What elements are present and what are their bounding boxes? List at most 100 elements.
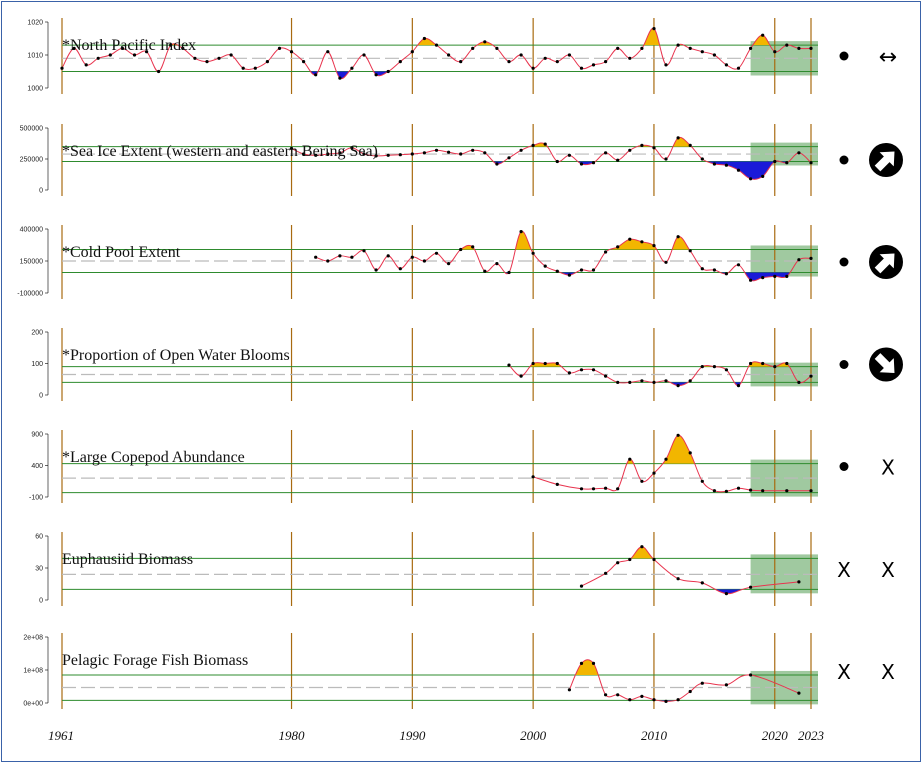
data-point	[519, 374, 523, 378]
icon-arrow-shape	[874, 151, 895, 172]
above-sd-fill	[631, 546, 653, 559]
data-point	[132, 53, 137, 57]
data-point	[700, 581, 704, 585]
data-point	[229, 53, 233, 57]
data-point	[422, 151, 426, 155]
data-point	[773, 365, 777, 369]
series-line	[315, 230, 812, 282]
data-point	[676, 384, 680, 388]
data-point	[543, 361, 547, 366]
data-point	[289, 50, 294, 54]
y-tick-label: 150000	[20, 259, 43, 266]
data-point	[785, 43, 789, 47]
panel-title: Pelagic Forage Fish Biomass	[62, 652, 248, 669]
data-point	[761, 33, 765, 37]
data-point	[664, 63, 668, 67]
data-point	[809, 489, 813, 493]
x-axis-label: 2023	[798, 728, 825, 743]
data-point	[531, 143, 535, 147]
data-point	[447, 262, 451, 266]
data-point	[386, 254, 390, 258]
data-point	[809, 256, 813, 260]
data-point	[724, 368, 729, 372]
y-tick-label: 1010	[27, 53, 43, 60]
data-point	[761, 276, 765, 280]
data-point	[398, 60, 402, 64]
data-point	[120, 46, 124, 51]
data-point	[809, 161, 813, 165]
arrow-up-right-icon	[869, 143, 903, 177]
data-point	[495, 262, 499, 266]
data-point	[749, 361, 753, 366]
data-point	[108, 53, 112, 57]
data-point	[181, 46, 185, 51]
panel-title: Euphausiid Biomass	[62, 551, 193, 568]
y-tick-label: 500000	[20, 126, 43, 133]
data-point	[241, 66, 245, 70]
data-point	[386, 69, 390, 74]
data-point	[422, 36, 426, 41]
data-point	[724, 63, 729, 67]
data-point	[531, 361, 535, 366]
panel-7: 2e+08 1e+08 0e+00 Pelagic Forage Fish Bioma…	[23, 633, 895, 709]
data-point	[531, 251, 535, 255]
data-point	[676, 577, 680, 581]
x-axis-label: 2020	[762, 728, 789, 743]
data-point	[543, 56, 547, 60]
y-tick-label: -100000	[17, 291, 43, 298]
data-point	[724, 272, 729, 276]
data-point	[628, 698, 632, 702]
data-point	[374, 268, 378, 272]
data-point	[724, 592, 729, 596]
data-point	[362, 249, 366, 253]
data-point	[652, 557, 656, 562]
data-point	[157, 69, 161, 74]
data-point	[809, 46, 813, 51]
data-point	[555, 269, 559, 273]
data-point	[459, 60, 463, 64]
data-point	[591, 661, 596, 666]
data-point	[434, 148, 439, 152]
data-point	[652, 471, 656, 475]
icon-arrow-shape	[874, 253, 895, 274]
y-tick-label: 2e+08	[23, 635, 43, 642]
panel-title: *Proportion of Open Water Blooms	[62, 347, 290, 364]
data-point	[616, 487, 620, 491]
data-point	[628, 148, 632, 152]
data-point	[700, 681, 704, 685]
data-point	[712, 268, 717, 272]
data-point	[761, 489, 765, 493]
y-tick-label: 900	[31, 432, 43, 439]
data-point	[314, 255, 318, 259]
panel-4: 200 100 0 *Proportion of Open Water Blooms	[31, 328, 903, 401]
data-point	[398, 153, 402, 157]
data-point	[302, 60, 306, 64]
data-point	[640, 379, 644, 383]
data-point	[797, 580, 801, 584]
data-point	[616, 380, 620, 384]
data-point	[724, 163, 729, 167]
data-point	[688, 249, 692, 253]
data-point	[676, 235, 680, 239]
data-point	[640, 143, 644, 147]
data-point	[664, 157, 668, 161]
data-point	[60, 66, 64, 70]
data-point	[604, 60, 608, 64]
data-point	[700, 50, 704, 54]
above-sd-fill	[626, 459, 634, 464]
data-point	[314, 73, 318, 77]
data-point	[676, 698, 680, 702]
data-point	[350, 255, 354, 259]
data-point	[567, 53, 572, 57]
data-point	[555, 60, 559, 64]
data-point	[459, 152, 463, 156]
data-point	[471, 46, 475, 51]
below-sd-fill	[560, 272, 576, 276]
data-point	[700, 479, 704, 483]
data-point	[761, 174, 765, 178]
data-point	[797, 46, 801, 51]
data-point	[761, 361, 765, 366]
data-point	[736, 384, 741, 388]
panel-3: 400000 150000 -100000 *Cold Pool Extent	[17, 225, 903, 299]
data-point	[579, 66, 584, 70]
